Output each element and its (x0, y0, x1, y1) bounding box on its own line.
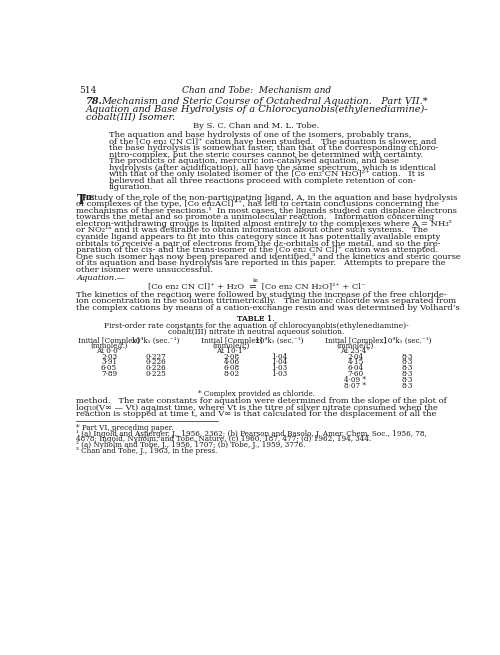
Text: study of the role of the non-participating ligand, A, in the aquation and base h: study of the role of the non-participati… (90, 194, 458, 202)
Text: method.   The rate constants for aquation were determined from the slope of the : method. The rate constants for aquation … (76, 398, 447, 405)
Text: At 25·4°: At 25·4° (340, 347, 370, 355)
Text: ² (a) Nyholm and Tobe, J., 1956, 1707; (b) Tobe, J., 1959, 3776.: ² (a) Nyholm and Tobe, J., 1956, 1707; (… (76, 441, 306, 449)
Text: T: T (76, 194, 85, 207)
Text: 10⁴k₁ (sec.⁻¹): 10⁴k₁ (sec.⁻¹) (256, 337, 304, 345)
Text: 1·04: 1·04 (272, 353, 287, 361)
Text: Aquation and Base Hydrolysis of a Chlorocyanobis(ethylenediamine)-: Aquation and Base Hydrolysis of a Chloro… (86, 105, 428, 114)
Text: 2·03: 2·03 (101, 353, 117, 361)
Text: One such isomer has now been prepared and identified,³ and the kinetics and ster: One such isomer has now been prepared an… (76, 253, 461, 261)
Text: of the [Co en₂ CN Cl]⁺ cation have been studied.   The aquation is slower, and: of the [Co en₂ CN Cl]⁺ cation have been … (109, 138, 436, 145)
Text: (mmole/l.): (mmole/l.) (90, 342, 128, 350)
Text: The kinetics of the reaction were followed by studying the increase of the free : The kinetics of the reaction were follow… (76, 291, 447, 299)
Text: 4·06: 4·06 (224, 358, 240, 367)
Text: * Part VI, preceding paper.: * Part VI, preceding paper. (76, 424, 174, 432)
Text: electron-withdrawing groups is limited almost entirely to the complexes where A : electron-withdrawing groups is limited a… (76, 220, 452, 228)
Text: 4·15: 4·15 (348, 358, 364, 367)
Text: Chan and Tobe:  Mechanism and: Chan and Tobe: Mechanism and (182, 86, 331, 95)
Text: 1·03: 1·03 (272, 364, 287, 372)
Text: 6·05: 6·05 (101, 364, 117, 372)
Text: (mmole/l.): (mmole/l.) (213, 342, 250, 350)
Text: 10⁴k₁ (sec.⁻¹): 10⁴k₁ (sec.⁻¹) (131, 337, 180, 345)
Text: believed that all three reactions proceed with complete retention of con-: believed that all three reactions procee… (109, 177, 416, 185)
Text: At 0·0°: At 0·0° (96, 347, 122, 355)
Text: orbitals to receive a pair of electrons from the dε-orbitals of the metal, and s: orbitals to receive a pair of electrons … (76, 240, 441, 248)
Text: (mmole/l.): (mmole/l.) (337, 342, 374, 350)
Text: cobalt(III) Isomer.: cobalt(III) Isomer. (86, 113, 175, 121)
Text: ¹ (a) Ingold and Aşperger, J., 1956, 2362; (b) Pearson and Basolo, J. Amer. Chem: ¹ (a) Ingold and Aşperger, J., 1956, 236… (76, 430, 427, 438)
Text: 8·3: 8·3 (402, 358, 413, 367)
Text: or NO₂¹ᵃ and it was desirable to obtain information about other such systems.   : or NO₂¹ᵃ and it was desirable to obtain … (76, 227, 428, 234)
Text: mechanisms of these reactions.¹  In most cases, the ligands studied can displace: mechanisms of these reactions.¹ In most … (76, 207, 458, 215)
Text: with that of the only isolated isomer of the [Co en₂ CN H₂O]²⁺ cation.   It is: with that of the only isolated isomer of… (109, 170, 424, 178)
Text: figuration.: figuration. (109, 183, 154, 191)
Text: 8·07 *: 8·07 * (344, 382, 366, 390)
Text: 8·3: 8·3 (402, 382, 413, 390)
Text: 8·3: 8·3 (402, 353, 413, 361)
Text: Initial [Complex]: Initial [Complex] (325, 337, 386, 345)
Text: 1·03: 1·03 (272, 370, 287, 378)
Text: ³ Chan and Tobe, J., 1963, in the press.: ³ Chan and Tobe, J., 1963, in the press. (76, 447, 218, 455)
Text: cyanide ligand appears to fit into this category since it has potentially availa: cyanide ligand appears to fit into this … (76, 233, 441, 241)
Text: 4·09 *: 4·09 * (344, 376, 366, 384)
Text: reaction is stopped at time t, and V∞ is that calculated for the displacement of: reaction is stopped at time t, and V∞ is… (76, 411, 437, 419)
Text: 8·3: 8·3 (402, 370, 413, 378)
Text: The aquation and base hydrolysis of one of the isomers, probably trans,: The aquation and base hydrolysis of one … (109, 131, 412, 139)
Text: k₁: k₁ (253, 278, 260, 284)
Text: HE: HE (82, 195, 95, 202)
Text: [Co en₂ CN Cl]⁺ + H₂O  ⇌  [Co en₂ CN H₂O]²⁺ + Cl⁻: [Co en₂ CN Cl]⁺ + H₂O ⇌ [Co en₂ CN H₂O]²… (148, 282, 365, 290)
Text: 7·60: 7·60 (348, 370, 364, 378)
Text: 6·08: 6·08 (224, 364, 240, 372)
Text: 0·226: 0·226 (145, 358, 166, 367)
Text: * Complex provided as chloride.: * Complex provided as chloride. (198, 390, 315, 398)
Text: 0·227: 0·227 (145, 353, 166, 361)
Text: 6·04: 6·04 (348, 364, 364, 372)
Text: the complex cations by means of a cation-exchange resin and was determined by Vo: the complex cations by means of a cation… (76, 304, 460, 312)
Text: The products of aquation, mercuric ion-catalysed aquation, and base: The products of aquation, mercuric ion-c… (109, 157, 399, 165)
Text: 3·91: 3·91 (101, 358, 117, 367)
Text: Initial [Complex]: Initial [Complex] (78, 337, 140, 345)
Text: Aquation.—: Aquation.— (76, 274, 126, 282)
Text: 0·226: 0·226 (145, 364, 166, 372)
Text: paration of the cis- and the trans-isomer of the [Co en₂ CN Cl]⁺ cation was atte: paration of the cis- and the trans-isome… (76, 246, 438, 254)
Text: 514: 514 (80, 86, 97, 95)
Text: nitro-complex, but the steric courses cannot be determined with certainty.: nitro-complex, but the steric courses ca… (109, 151, 423, 159)
Text: TABLE 1.: TABLE 1. (238, 315, 275, 323)
Text: At 10·1°: At 10·1° (216, 347, 246, 355)
Text: Mechanism and Steric Course of Octahedral Aquation.   Part VII.*: Mechanism and Steric Course of Octahedra… (101, 97, 428, 106)
Text: 4878; Ingold, Nyholm, and Tobe, Nature, (c) 1960, 187, 477; (d) 1962, 194, 344.: 4878; Ingold, Nyholm, and Tobe, Nature, … (76, 436, 372, 443)
Text: 7·89: 7·89 (101, 370, 117, 378)
Text: other isomer were unsuccessful.: other isomer were unsuccessful. (76, 266, 214, 274)
Text: towards the metal and so promote a unimolecular reaction.   Information concerni: towards the metal and so promote a unimo… (76, 214, 434, 221)
Text: 2·04: 2·04 (348, 353, 364, 361)
Text: the base hydrolysis is somewhat faster, than that of the corresponding chloro-: the base hydrolysis is somewhat faster, … (109, 144, 438, 152)
Text: By S. C. Chan and M. L. Tobe.: By S. C. Chan and M. L. Tobe. (193, 122, 320, 130)
Text: cobalt(III) nitrate in neutral aqueous solution.: cobalt(III) nitrate in neutral aqueous s… (168, 328, 344, 336)
Text: First-order rate constants for the aquation of chlorocyanobis(ethylenediamine)-: First-order rate constants for the aquat… (104, 322, 408, 330)
Text: 2·08: 2·08 (224, 353, 240, 361)
Text: 8·3: 8·3 (402, 376, 413, 384)
Text: log₁₀(V∞ — Vt) against time, where Vt is the titre of silver nitrate consumed wh: log₁₀(V∞ — Vt) against time, where Vt is… (76, 404, 438, 412)
Text: 8·3: 8·3 (402, 364, 413, 372)
Text: of complexes of the type, [Co en₂ACl]⁺⁺, has led to certain conclusions concerni: of complexes of the type, [Co en₂ACl]⁺⁺,… (76, 200, 440, 208)
Text: hydrolysis (after acidification), all have the same spectrum, which is identical: hydrolysis (after acidification), all ha… (109, 164, 436, 172)
Text: 0·225: 0·225 (145, 370, 166, 378)
Text: 8·02: 8·02 (224, 370, 240, 378)
Text: ion concentration in the solution titrimetrically.   The anionic chloride was se: ion concentration in the solution titrim… (76, 297, 456, 305)
Text: 78.: 78. (86, 97, 102, 106)
Text: 10⁴k₁ (sec.⁻¹): 10⁴k₁ (sec.⁻¹) (383, 337, 432, 345)
Text: 1·04: 1·04 (272, 358, 287, 367)
Text: TABLE 1.: TABLE 1. (238, 315, 275, 323)
Text: of its aquation and base hydrolysis are reported in this paper.   Attempts to pr: of its aquation and base hydrolysis are … (76, 259, 446, 267)
Text: Initial [Complex]: Initial [Complex] (201, 337, 262, 345)
